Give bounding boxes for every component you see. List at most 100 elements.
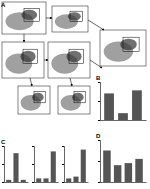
tick-mark bbox=[98, 182, 100, 183]
bars bbox=[103, 151, 143, 183]
axis-line bbox=[65, 182, 89, 183]
tick-mark bbox=[98, 101, 100, 102]
bar bbox=[132, 90, 142, 120]
y-axis bbox=[2, 147, 5, 183]
y-axis bbox=[62, 147, 65, 183]
plot-frame bbox=[100, 30, 146, 66]
arrow bbox=[24, 34, 25, 42]
bars bbox=[66, 150, 86, 182]
y-tick bbox=[98, 161, 100, 162]
tick-mark bbox=[62, 164, 64, 165]
y-tick bbox=[32, 164, 34, 165]
x-axis bbox=[101, 182, 147, 184]
plot-frame bbox=[52, 6, 88, 32]
axis-line bbox=[35, 182, 59, 183]
bar-chart bbox=[98, 141, 147, 183]
y-tick bbox=[98, 140, 100, 141]
x-axis bbox=[35, 182, 59, 184]
arrow bbox=[90, 60, 102, 68]
plot-frame bbox=[48, 42, 90, 78]
y-tick bbox=[2, 164, 4, 165]
gate bbox=[70, 11, 83, 21]
y-tick bbox=[32, 182, 34, 183]
axis-line bbox=[101, 120, 147, 121]
gate bbox=[24, 8, 39, 21]
axis-line bbox=[98, 141, 101, 183]
bar-chart bbox=[32, 147, 59, 183]
flow-plot bbox=[52, 6, 88, 32]
bar bbox=[81, 150, 86, 182]
bar bbox=[118, 113, 128, 120]
y-tick bbox=[98, 182, 100, 183]
y-tick bbox=[98, 120, 100, 121]
panel-label: D bbox=[96, 133, 101, 139]
bars bbox=[104, 90, 142, 120]
bar-chart bbox=[98, 83, 147, 121]
tick-mark bbox=[98, 161, 100, 162]
tick-mark bbox=[62, 146, 64, 147]
bar bbox=[21, 180, 26, 182]
bar bbox=[6, 180, 11, 182]
axis-line bbox=[2, 147, 5, 183]
gate bbox=[74, 92, 85, 103]
flow-plot bbox=[100, 30, 146, 66]
arrow bbox=[44, 60, 48, 61]
flow-plot bbox=[48, 42, 90, 78]
arrow bbox=[30, 78, 32, 86]
flow-plot bbox=[18, 86, 50, 114]
bar bbox=[125, 163, 132, 182]
bar bbox=[36, 178, 41, 182]
density bbox=[21, 10, 37, 20]
bar bbox=[13, 153, 18, 182]
gate bbox=[23, 49, 38, 63]
gate bbox=[34, 92, 45, 103]
tick-mark bbox=[98, 120, 100, 121]
figure: ABCD bbox=[0, 0, 150, 189]
density bbox=[120, 39, 137, 51]
bar bbox=[104, 93, 114, 120]
flow-plots bbox=[2, 2, 146, 114]
flow-plot bbox=[2, 42, 44, 78]
y-tick bbox=[62, 182, 64, 183]
y-tick bbox=[32, 146, 34, 147]
axis-line bbox=[5, 182, 29, 183]
axis-line bbox=[101, 182, 147, 183]
arrow bbox=[46, 18, 52, 19]
x-axis bbox=[65, 182, 89, 184]
y-tick bbox=[62, 164, 64, 165]
gate bbox=[123, 37, 139, 51]
y-tick bbox=[98, 82, 100, 83]
arrow bbox=[88, 20, 104, 30]
y-axis bbox=[98, 83, 101, 121]
flow-plot bbox=[2, 2, 46, 34]
plot-frame bbox=[58, 86, 90, 114]
y-tick bbox=[2, 146, 4, 147]
tick-mark bbox=[32, 164, 34, 165]
axis-line bbox=[98, 83, 101, 121]
tick-mark bbox=[2, 182, 4, 183]
bar-chart bbox=[2, 147, 29, 183]
bar bbox=[73, 177, 78, 182]
arrow bbox=[70, 78, 72, 86]
x-axis bbox=[5, 182, 29, 184]
tick-mark bbox=[2, 164, 4, 165]
tick-mark bbox=[32, 182, 34, 183]
bar bbox=[43, 178, 48, 182]
density bbox=[20, 51, 35, 63]
y-tick bbox=[2, 182, 4, 183]
axis-line bbox=[32, 147, 35, 183]
axis-line bbox=[62, 147, 65, 183]
density bbox=[66, 51, 81, 63]
bar bbox=[135, 159, 142, 182]
panel-label: C bbox=[1, 139, 6, 145]
x-axis bbox=[101, 120, 147, 122]
gate bbox=[69, 49, 84, 63]
bar bbox=[66, 178, 71, 182]
y-tick bbox=[98, 101, 100, 102]
bar bbox=[51, 151, 56, 182]
bars bbox=[6, 153, 26, 182]
panel-label: A bbox=[1, 2, 6, 8]
bar bbox=[103, 151, 110, 183]
plot-frame bbox=[18, 86, 50, 114]
bar-chart bbox=[62, 147, 89, 183]
